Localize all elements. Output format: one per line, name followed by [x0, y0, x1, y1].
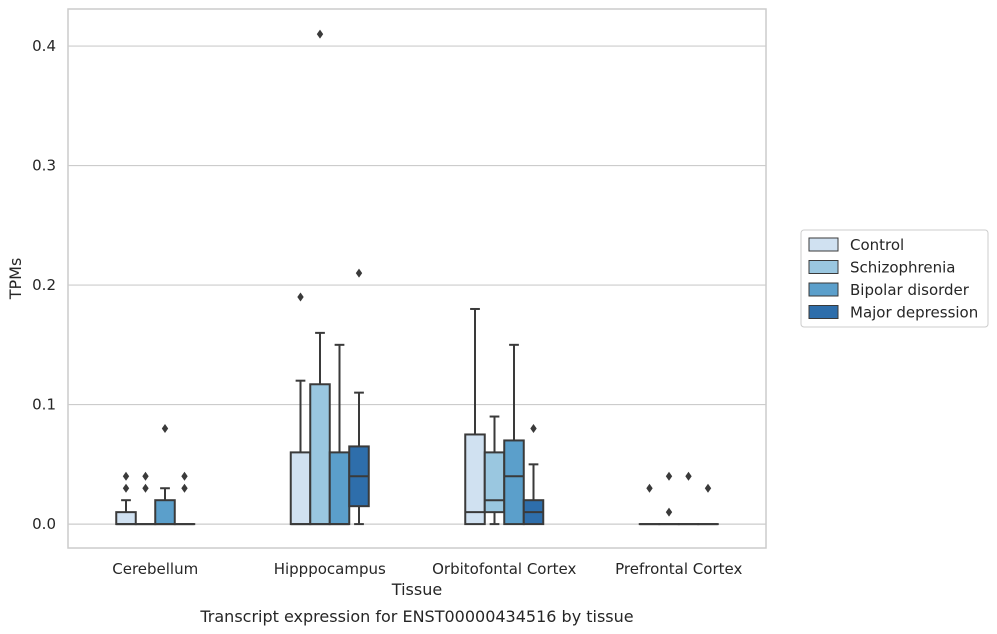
- box-bipolar-disorder-prefrontal-cortex: [677, 471, 700, 526]
- y-tick-label: 0.4: [32, 37, 56, 55]
- box-control-cerebellum: [115, 471, 137, 526]
- box-control-orbitofontal-cortex: [464, 307, 486, 526]
- legend-swatch: [808, 260, 839, 274]
- outlier-point: [355, 268, 363, 278]
- box-major-depression-cerebellum: [173, 471, 196, 526]
- legend-label: Bipolar disorder: [850, 281, 970, 299]
- legend-label: Schizophrenia: [850, 259, 955, 277]
- outlier-point: [297, 292, 304, 302]
- box-body: [328, 451, 351, 526]
- box-control-prefrontal-cortex: [638, 483, 661, 526]
- box-body: [483, 451, 506, 514]
- y-tick-label: 0.0: [32, 515, 56, 533]
- outlier-point: [665, 507, 673, 517]
- legend-item: Bipolar disorder: [808, 281, 970, 299]
- box-major-depression-prefrontal-cortex: [697, 483, 719, 526]
- box-bipolar-disorder-cerebellum: [154, 423, 176, 526]
- legend: Control Schizophrenia Bipolar disorder Majo…: [800, 229, 989, 328]
- box-major-depression-hipppocampus: [348, 268, 370, 526]
- legend-item: Control: [808, 236, 904, 254]
- outlier-point: [142, 483, 149, 493]
- y-axis-title: TPMs: [6, 258, 25, 301]
- box-body: [503, 439, 525, 526]
- legend-swatch: [808, 305, 839, 319]
- box-body: [154, 499, 176, 526]
- outlier-point: [704, 483, 712, 493]
- box-body: [309, 383, 331, 526]
- outlier-point: [316, 29, 324, 39]
- y-tick-label: 0.2: [32, 276, 56, 294]
- outlier-point: [530, 423, 537, 433]
- box-major-depression-orbitofontal-cortex: [522, 423, 545, 526]
- outlier-point: [122, 483, 130, 493]
- x-axis-title: Tissue: [391, 580, 442, 599]
- legend-label: Major depression: [850, 304, 978, 322]
- box-control-hipppocampus: [289, 292, 312, 526]
- chart-caption: Transcript expression for ENST0000043451…: [199, 607, 633, 626]
- box-bipolar-disorder-orbitofontal-cortex: [503, 343, 525, 526]
- box-plot-marks: [115, 29, 719, 526]
- outlier-point: [142, 471, 149, 481]
- outlier-point: [181, 483, 188, 493]
- box-body: [289, 451, 312, 526]
- box-schizophrenia-cerebellum: [134, 471, 157, 526]
- gridlines: [68, 45, 766, 525]
- outlier-point: [122, 471, 130, 481]
- box-body: [115, 511, 137, 526]
- y-axis-ticks: 0.0 0.1 0.2 0.3 0.4: [32, 37, 56, 533]
- legend-label: Control: [850, 236, 904, 254]
- x-axis-ticks: Cerebellum Hipppocampus Orbitofontal Corte…: [112, 560, 742, 578]
- outlier-point: [665, 471, 673, 481]
- legend-swatch: [808, 237, 839, 252]
- box-schizophrenia-hipppocampus: [309, 29, 331, 526]
- y-tick-label: 0.3: [32, 157, 56, 175]
- box-body: [464, 433, 486, 526]
- legend-swatch: [808, 282, 839, 297]
- legend-item: Major depression: [808, 304, 978, 322]
- outlier-point: [685, 471, 692, 481]
- outlier-point: [161, 423, 169, 433]
- outlier-point: [646, 483, 653, 493]
- plot-frame: [67, 8, 767, 549]
- x-tick-label: Cerebellum: [112, 560, 198, 578]
- legend-item: Schizophrenia: [808, 259, 955, 277]
- x-tick-label: Orbitofontal Cortex: [432, 560, 576, 578]
- legend-frame: [800, 229, 989, 328]
- box-schizophrenia-prefrontal-cortex: [658, 471, 680, 526]
- box-bipolar-disorder-hipppocampus: [328, 343, 351, 526]
- y-tick-label: 0.1: [32, 396, 56, 414]
- x-tick-label: Prefrontal Cortex: [615, 560, 742, 578]
- box-schizophrenia-orbitofontal-cortex: [483, 415, 506, 526]
- outlier-point: [181, 471, 188, 481]
- x-tick-label: Hipppocampus: [274, 560, 386, 578]
